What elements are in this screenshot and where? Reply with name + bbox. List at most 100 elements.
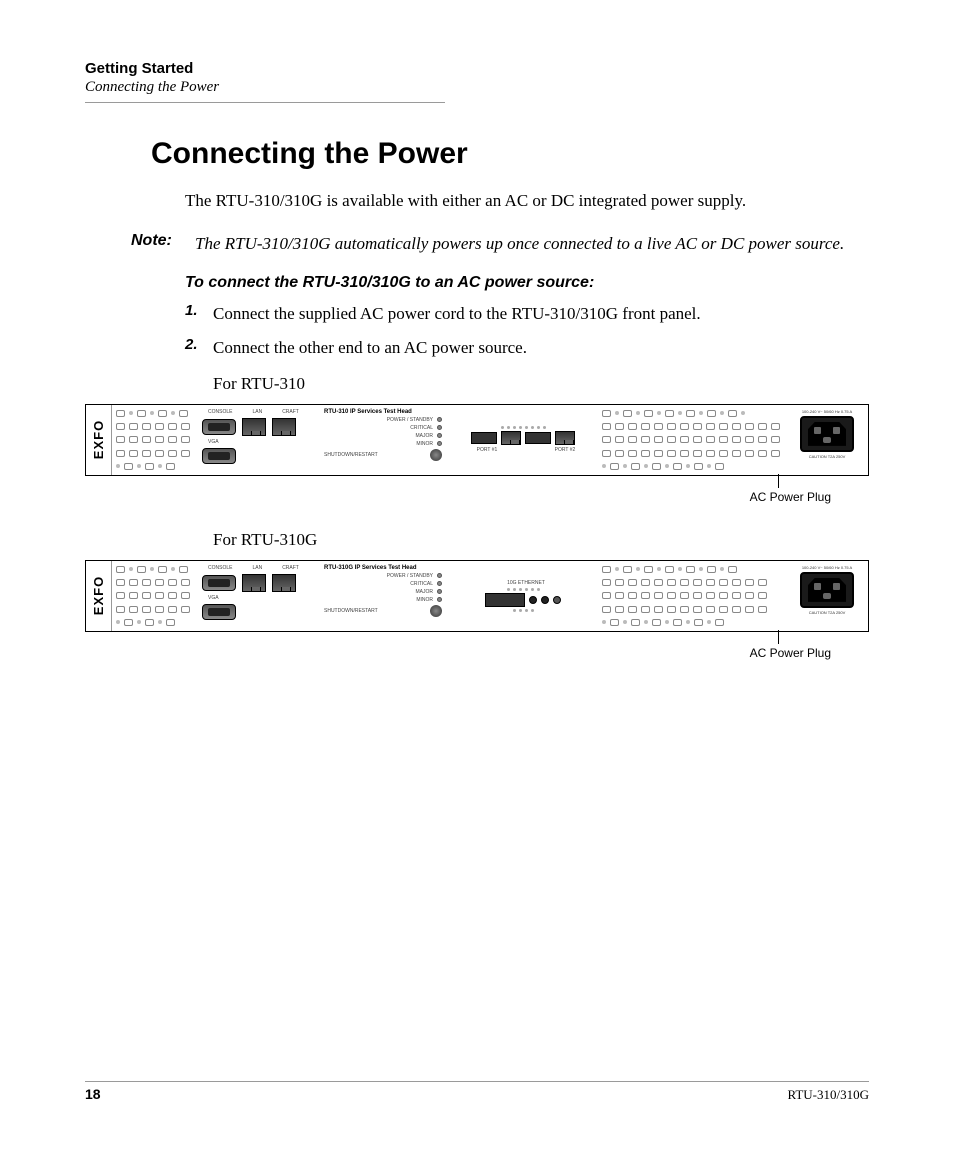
logo-cell: EXFO <box>86 405 112 475</box>
fuse-label: T2A 250V <box>828 454 846 459</box>
figure-2-caption: For RTU-310G <box>213 530 859 550</box>
procedure-heading: To connect the RTU-310/310G to an AC pow… <box>185 274 859 292</box>
button-label: SHUTDOWN/RESTART <box>324 452 378 458</box>
exfo-logo: EXFO <box>91 420 106 459</box>
led-icon <box>437 589 442 594</box>
optical-port-icon <box>541 596 549 604</box>
power-inlet-area: 100-240 V~ 50/60 Hz 0.75 A CAUTION T2A 2… <box>786 405 868 475</box>
figure-2-callout: AC Power Plug <box>85 630 869 660</box>
chapter-label: Getting Started <box>85 60 869 77</box>
step-1: 1. Connect the supplied AC power cord to… <box>185 302 859 326</box>
port-label-lan: LAN <box>252 409 262 415</box>
callout-text: AC Power Plug <box>750 646 831 660</box>
fuse-label: T2A 250V <box>828 610 846 615</box>
led-icon <box>437 441 442 446</box>
led-label: CRITICAL <box>410 581 433 587</box>
note-text: The RTU-310/310G automatically powers up… <box>195 232 844 257</box>
note-block: Note: The RTU-310/310G automatically pow… <box>131 232 859 257</box>
craft-port-icon <box>272 418 296 436</box>
step-number: 1. <box>185 302 203 326</box>
lan-port-icon <box>242 418 266 436</box>
callout-text: AC Power Plug <box>750 490 831 504</box>
step-number: 2. <box>185 336 203 360</box>
footer-rule <box>85 1081 869 1082</box>
10g-label: 10G ETHERNET <box>507 580 545 586</box>
power-spec: 100-240 V~ 50/60 Hz 0.75 A <box>802 565 852 570</box>
ac-inlet-icon <box>800 572 854 608</box>
optical-port-icon <box>553 596 561 604</box>
callout-line <box>778 630 779 644</box>
console-port-icon <box>202 575 236 591</box>
device-panel-rtu310: EXFO CONSOLE LAN CRAFT VGA <box>85 404 869 476</box>
page-number: 18 <box>85 1086 101 1102</box>
rj45-port-icon <box>555 431 575 445</box>
figure-1-caption: For RTU-310 <box>213 374 859 394</box>
test-ports-10g: 10G ETHERNET <box>448 561 598 631</box>
caution-label: CAUTION <box>809 454 827 459</box>
status-leds: RTU-310G IP Services Test Head POWER / S… <box>318 561 448 631</box>
led-label: CRITICAL <box>410 425 433 431</box>
ac-inlet-icon <box>800 416 854 452</box>
intro-paragraph: The RTU-310/310G is available with eithe… <box>185 189 859 214</box>
vent-right <box>598 561 786 631</box>
optical-port-icon <box>529 596 537 604</box>
footer-model: RTU-310/310G <box>787 1087 869 1103</box>
figure-1-callout: AC Power Plug <box>85 474 869 504</box>
model-label: RTU-310 IP Services Test Head <box>324 409 442 415</box>
test-ports: PORT #1 PORT #2 <box>448 405 598 475</box>
led-icon <box>437 417 442 422</box>
sfp-port-icon <box>471 432 497 444</box>
exfo-logo: EXFO <box>91 576 106 615</box>
button-label: SHUTDOWN/RESTART <box>324 608 378 614</box>
led-label: POWER / STANDBY <box>387 417 433 423</box>
vga-port-icon <box>202 448 236 464</box>
port2-label: PORT #2 <box>555 447 576 453</box>
power-spec: 100-240 V~ 50/60 Hz 0.75 A <box>802 409 852 414</box>
craft-port-icon <box>272 574 296 592</box>
led-icon <box>437 581 442 586</box>
port-label-craft: CRAFT <box>282 409 299 415</box>
power-inlet-area: 100-240 V~ 50/60 Hz 0.75 A CAUTION T2A 2… <box>786 561 868 631</box>
status-leds: RTU-310 IP Services Test Head POWER / ST… <box>318 405 448 475</box>
io-ports: CONSOLE LAN CRAFT VGA <box>198 561 318 631</box>
figure-2: EXFO CONSOLE LAN CRAFT VGA <box>85 560 869 660</box>
restart-button-icon <box>430 449 442 461</box>
vga-label: VGA <box>208 439 219 445</box>
io-ports: CONSOLE LAN CRAFT VGA <box>198 405 318 475</box>
page-footer: 18 RTU-310/310G <box>85 1081 869 1103</box>
step-text: Connect the other end to an AC power sou… <box>213 336 527 360</box>
vent-left <box>112 405 198 475</box>
port1-label: PORT #1 <box>477 447 498 453</box>
step-2: 2. Connect the other end to an AC power … <box>185 336 859 360</box>
model-label: RTU-310G IP Services Test Head <box>324 565 442 571</box>
led-icon <box>437 425 442 430</box>
port-label-lan: LAN <box>252 565 262 571</box>
console-port-icon <box>202 419 236 435</box>
vent-right <box>598 405 786 475</box>
device-panel-rtu310g: EXFO CONSOLE LAN CRAFT VGA <box>85 560 869 632</box>
led-label: MINOR <box>416 441 433 447</box>
vga-label: VGA <box>208 595 219 601</box>
logo-cell: EXFO <box>86 561 112 631</box>
vga-port-icon <box>202 604 236 620</box>
port-label-console: CONSOLE <box>208 565 232 571</box>
callout-line <box>778 474 779 488</box>
rj45-port-icon <box>501 431 521 445</box>
breadcrumb: Connecting the Power <box>85 79 869 96</box>
xfp-port-icon <box>485 593 525 607</box>
page-header: Getting Started Connecting the Power <box>85 60 869 103</box>
figure-2-caption-wrap: For RTU-310G <box>185 530 859 550</box>
led-icon <box>437 597 442 602</box>
restart-button-icon <box>430 605 442 617</box>
caution-label: CAUTION <box>809 610 827 615</box>
led-label: POWER / STANDBY <box>387 573 433 579</box>
port-label-craft: CRAFT <box>282 565 299 571</box>
led-label: MINOR <box>416 597 433 603</box>
led-label: MAJOR <box>416 589 434 595</box>
step-text: Connect the supplied AC power cord to th… <box>213 302 701 326</box>
lan-port-icon <box>242 574 266 592</box>
sfp-port-icon <box>525 432 551 444</box>
port-label-console: CONSOLE <box>208 409 232 415</box>
led-icon <box>437 573 442 578</box>
section-title: Connecting the Power <box>151 137 869 171</box>
